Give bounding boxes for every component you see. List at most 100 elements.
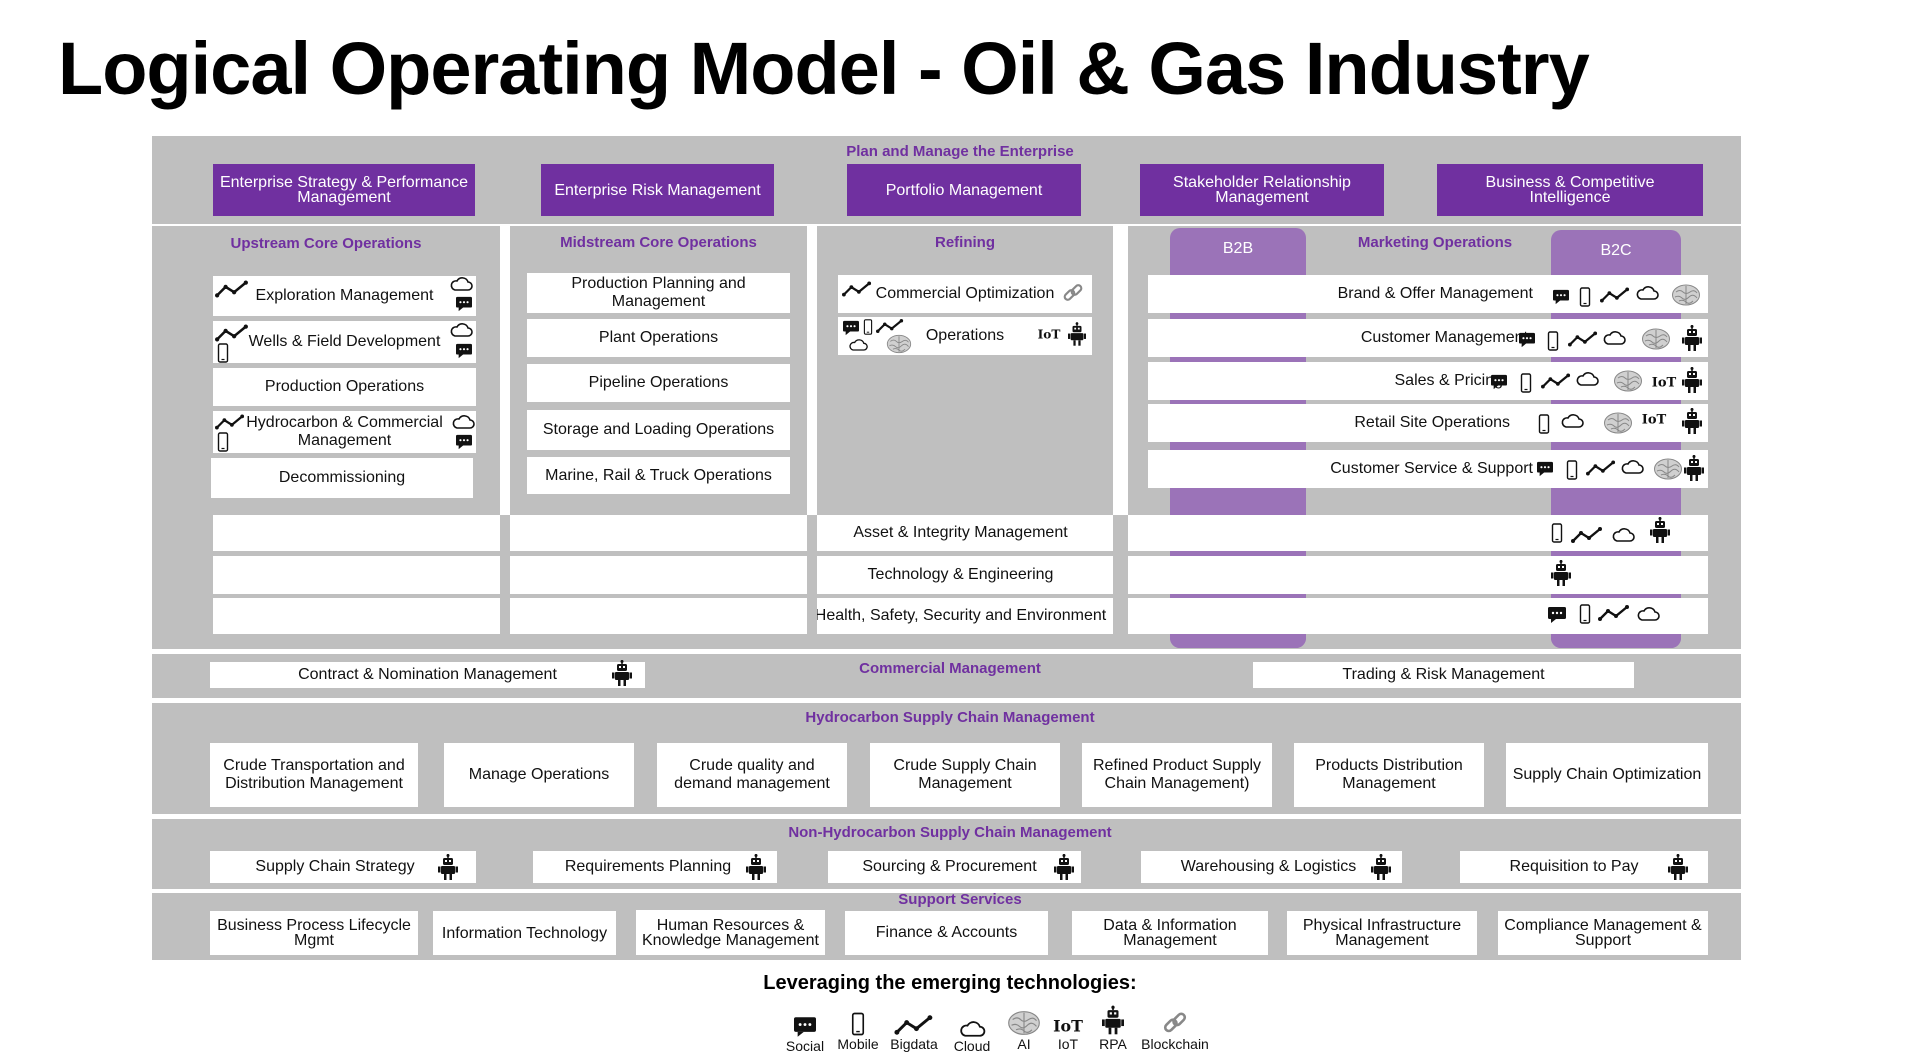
- gutter-3: [1113, 515, 1128, 649]
- upstream-item-exploration[interactable]: Exploration Management: [213, 276, 476, 316]
- sourcing-label: Sourcing & Procurement: [862, 858, 1037, 875]
- retail-label: Retail Site Operations: [1354, 414, 1510, 431]
- hydrocarbon-label: Hydrocarbon & Commercial Management: [246, 414, 443, 449]
- refining-item-commercial[interactable]: Commercial Optimization: [838, 275, 1092, 313]
- nhsc-label: Non-Hydrocarbon Supply Chain Management: [788, 824, 1112, 841]
- bigdata-icon: [1600, 286, 1630, 304]
- bigdata-icon: [215, 279, 249, 299]
- midstream-item-plant[interactable]: Plant Operations: [527, 319, 790, 357]
- wells-label: Wells & Field Development: [248, 333, 441, 350]
- ai-icon: [1603, 412, 1633, 434]
- asset-label: Asset & Integrity Management: [853, 524, 1068, 541]
- midstream-item-planning[interactable]: Production Planning and Management: [527, 273, 790, 313]
- legend-social-label: Social: [785, 1038, 825, 1054]
- nhsc-item-requirements[interactable]: Requirements Planning: [533, 851, 777, 883]
- plan-item-intelligence[interactable]: Business & Competitive Intelligence: [1437, 164, 1703, 216]
- nhsc-item-sourcing[interactable]: Sourcing & Procurement: [828, 851, 1081, 883]
- mobile-icon: [851, 1012, 865, 1036]
- refining-item-operations[interactable]: Operations: [838, 317, 1092, 355]
- rpa-icon: [1668, 853, 1688, 881]
- hsc-item-crude-quality[interactable]: Crude quality and demand management: [657, 743, 847, 807]
- hsc-item-optimization[interactable]: Supply Chain Optimization: [1506, 743, 1708, 807]
- hsc-item-products-distribution[interactable]: Products Distribution Management: [1294, 743, 1484, 807]
- legend-social: Social: [782, 1010, 828, 1054]
- nhsc-item-warehousing[interactable]: Warehousing & Logistics: [1141, 851, 1402, 883]
- rpa-icon: [1551, 560, 1571, 586]
- rpa-icon: [1371, 853, 1391, 881]
- upstream-label: Upstream Core Operations: [230, 235, 422, 252]
- cloud-icon: [449, 276, 473, 292]
- cloud-icon: [1636, 606, 1660, 622]
- plan-item-portfolio[interactable]: Portfolio Management: [847, 164, 1081, 216]
- legend-bigdata-label: Bigdata: [890, 1036, 938, 1052]
- upstream-item-wells[interactable]: Wells & Field Development: [213, 321, 476, 363]
- rpa-icon: [1054, 853, 1074, 881]
- social-icon: [842, 320, 860, 336]
- plan-item-risk[interactable]: Enterprise Risk Management: [541, 164, 774, 216]
- bigdata-icon: [876, 318, 904, 334]
- commercial-optimization-label: Commercial Optimization: [875, 285, 1055, 302]
- cloud-icon: [1620, 459, 1644, 475]
- cloud-icon: [1635, 285, 1659, 301]
- hsc-item-manage-ops[interactable]: Manage Operations: [444, 743, 634, 807]
- upstream-item-production[interactable]: Production Operations: [213, 368, 476, 406]
- commercial-trading[interactable]: Trading & Risk Management: [1253, 662, 1634, 688]
- ai-icon: [1007, 1010, 1041, 1036]
- support-item-it[interactable]: Information Technology: [433, 911, 616, 955]
- blockchain-icon: [1062, 282, 1084, 304]
- social-icon: [1552, 289, 1570, 305]
- cross-row-asset[interactable]: Asset & Integrity Management: [213, 515, 1708, 551]
- cross-row-technology[interactable]: Technology & Engineering: [213, 556, 1708, 594]
- social-icon: [1518, 332, 1536, 348]
- cloud-icon: [1611, 527, 1635, 543]
- ai-icon: [1613, 370, 1643, 392]
- support-item-compliance[interactable]: Compliance Management & Support: [1498, 911, 1708, 955]
- hsse-label: Health, Safety, Security and Environment: [814, 607, 1107, 624]
- rpa-icon: [1068, 322, 1086, 346]
- legend-iot-label: IoT: [1057, 1036, 1079, 1052]
- marketing-label: Marketing Operations: [1357, 234, 1513, 251]
- rpa-icon: [1650, 517, 1670, 543]
- bigdata-icon: [215, 323, 249, 343]
- plan-item-stakeholder[interactable]: Stakeholder Relationship Management: [1140, 164, 1384, 216]
- support-item-finance[interactable]: Finance & Accounts: [845, 911, 1048, 955]
- cloud-icon: [958, 1020, 986, 1038]
- midstream-label: Midstream Core Operations: [560, 234, 757, 251]
- bigdata-icon: [215, 413, 245, 431]
- midstream-item-storage[interactable]: Storage and Loading Operations: [527, 410, 790, 450]
- hsc-item-crude-supply[interactable]: Crude Supply Chain Management: [870, 743, 1060, 807]
- midstream-item-pipeline[interactable]: Pipeline Operations: [527, 364, 790, 402]
- upstream-item-decommissioning[interactable]: Decommissioning: [211, 458, 473, 498]
- support-item-hr[interactable]: Human Resources & Knowledge Management: [636, 910, 825, 955]
- marketing-item-brand[interactable]: Brand & Offer Management: [1148, 275, 1708, 313]
- cross-row-hsse[interactable]: Health, Safety, Security and Environment: [213, 598, 1708, 634]
- marketing-item-service[interactable]: Customer Service & Support: [1148, 450, 1708, 488]
- hsc-item-refined-product[interactable]: Refined Product Supply Chain Management): [1082, 743, 1272, 807]
- upstream-item-hydrocarbon[interactable]: Hydrocarbon & Commercial Management: [213, 411, 476, 453]
- ai-icon: [1641, 328, 1671, 350]
- support-item-data[interactable]: Data & Information Management: [1072, 911, 1268, 955]
- support-item-bpm[interactable]: Business Process Lifecycle Mgmt: [210, 911, 418, 955]
- marketing-item-sales[interactable]: Sales & Pricing: [1148, 362, 1708, 400]
- plan-item-strategy[interactable]: Enterprise Strategy & Performance Manage…: [213, 164, 475, 216]
- cloud-icon: [1575, 371, 1599, 387]
- rpa-icon: [1102, 1004, 1124, 1036]
- midstream-item-marine[interactable]: Marine, Rail & Truck Operations: [527, 457, 790, 494]
- hsc-item-crude-transport[interactable]: Crude Transportation and Distribution Ma…: [210, 743, 418, 807]
- service-label: Customer Service & Support: [1330, 460, 1533, 477]
- nhsc-item-strategy[interactable]: Supply Chain Strategy: [210, 851, 476, 883]
- bigdata-icon: [1586, 459, 1616, 477]
- requisition-label: Requisition to Pay: [1509, 858, 1639, 875]
- legend-ai-label: AI: [1017, 1036, 1031, 1052]
- legend-title: Leveraging the emerging technologies:: [763, 972, 1137, 994]
- support-item-physical[interactable]: Physical Infrastructure Management: [1287, 911, 1477, 955]
- legend-blockchain-label: Blockchain: [1141, 1036, 1209, 1052]
- nhsc-item-requisition[interactable]: Requisition to Pay: [1460, 851, 1708, 883]
- gutter-2: [807, 515, 817, 649]
- marketing-item-customer[interactable]: Customer Management: [1148, 319, 1708, 357]
- mobile-icon: [1551, 523, 1563, 543]
- commercial-contract[interactable]: Contract & Nomination Management: [210, 662, 645, 688]
- mobile-icon: [1538, 414, 1550, 434]
- social-icon: [792, 1016, 818, 1038]
- marketing-item-retail[interactable]: Retail Site Operations: [1148, 404, 1708, 442]
